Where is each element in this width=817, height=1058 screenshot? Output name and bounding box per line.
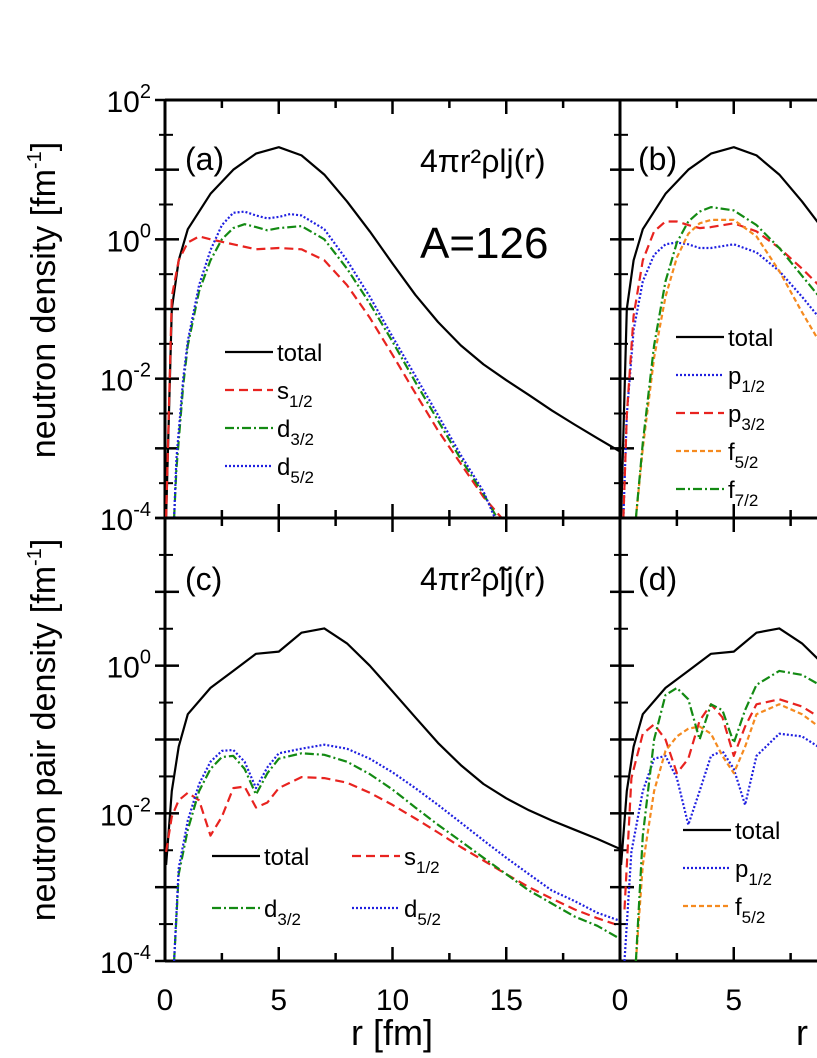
legend-label: d3/2 <box>264 896 301 929</box>
legend-label: total <box>264 844 309 871</box>
series-line-d5-2 <box>173 743 620 961</box>
ytick-label: 10-2 <box>100 360 151 398</box>
legend-label: total <box>735 818 780 845</box>
formula: 4πr²ρ̃lj(r) <box>420 561 546 597</box>
legend-label: s1/2 <box>404 844 440 877</box>
legend-label: d5/2 <box>277 454 314 487</box>
ytick-label: 100 <box>107 647 152 685</box>
xtick-label: 0 <box>612 984 629 1017</box>
legend: total s1/2 d3/2 d5/2 <box>225 340 322 487</box>
series-group <box>165 146 620 518</box>
legend-label: d5/2 <box>404 896 441 929</box>
legend-label: d3/2 <box>277 416 314 449</box>
panel-label: (c) <box>185 561 222 597</box>
legend-label: f5/2 <box>728 439 758 472</box>
panel-a: 102 100 10-2 10-4 (a) 4πr²ρlj(r) A=126 total s1/… <box>100 81 622 537</box>
series-line-s1-2 <box>165 776 620 927</box>
legend-label: f5/2 <box>735 894 765 927</box>
panel-c: 0 5 10 15 100 10-2 10-4 (c) 4πr²ρ̃lj(r) total s1/2… <box>100 516 622 1017</box>
legend: total p1/2 f5/2 <box>683 818 780 927</box>
formula: 4πr²ρlj(r) <box>420 143 546 179</box>
panel-label: (b) <box>638 141 677 177</box>
legend-label: f7/2 <box>728 477 758 510</box>
series-line-f5-2 <box>634 218 817 518</box>
annotation: A=126 <box>420 219 548 268</box>
xtick-label: 5 <box>270 984 287 1017</box>
ylabel-bottom: neutron pair density [fm-1] <box>24 539 63 922</box>
ytick-label: 10-4 <box>100 499 151 537</box>
legend-label: p1/2 <box>735 856 772 889</box>
series-line-p3-2 <box>622 220 817 518</box>
series-line-d3-2 <box>173 752 620 961</box>
series-line-p3-2 <box>623 698 817 910</box>
panel-label: (a) <box>185 141 224 177</box>
ytick-label: 100 <box>107 220 152 258</box>
panel-b: (b) total p1/2 p3/2 f5/2 f7/2 <box>610 98 817 520</box>
series-line-total <box>165 146 620 518</box>
svg-text:neutron pair density [fm-1]: neutron pair density [fm-1] <box>24 539 63 922</box>
series-line-f7-2 <box>634 669 817 961</box>
series-group <box>165 627 620 961</box>
series-line-p1-2 <box>623 732 817 961</box>
series-line-total <box>620 146 817 518</box>
ytick-label: 10-2 <box>100 794 151 832</box>
legend-label: p3/2 <box>728 401 765 434</box>
legend: total p1/2 p3/2 f5/2 f7/2 <box>676 325 773 510</box>
legend-label: total <box>728 325 773 352</box>
ylabel-top: neutron density [fm-1] <box>24 142 63 458</box>
series-group <box>620 627 817 961</box>
legend-label: total <box>277 340 322 367</box>
legend-label: s1/2 <box>277 378 313 411</box>
svg-text:neutron density [fm-1]: neutron density [fm-1] <box>24 142 63 458</box>
xtick-label: 5 <box>725 984 742 1017</box>
series-line-s1-2 <box>165 235 503 518</box>
legend: total s1/2 d3/2 d5/2 <box>212 844 441 929</box>
ytick-label: 10-4 <box>100 942 151 980</box>
xtick-label: 10 <box>376 984 409 1017</box>
series-group <box>620 146 817 518</box>
series-line-total <box>620 627 817 865</box>
series-line-f5-2 <box>634 703 817 961</box>
panel-label: (d) <box>638 561 677 597</box>
series-line-f7-2 <box>634 206 817 518</box>
xtick-label: 15 <box>490 984 523 1017</box>
xlabel-cut: r <box>796 1012 808 1053</box>
xlabel: r [fm] <box>351 1012 433 1053</box>
panel-d: 0 5 (d) total p1/2 f5/2 <box>610 516 817 1017</box>
xtick-label: 0 <box>157 984 174 1017</box>
series-line-d3-2 <box>173 223 499 518</box>
legend-label: p1/2 <box>728 363 765 396</box>
ytick-label: 102 <box>107 81 152 119</box>
series-line-total <box>165 627 620 865</box>
series-line-p1-2 <box>622 241 817 518</box>
